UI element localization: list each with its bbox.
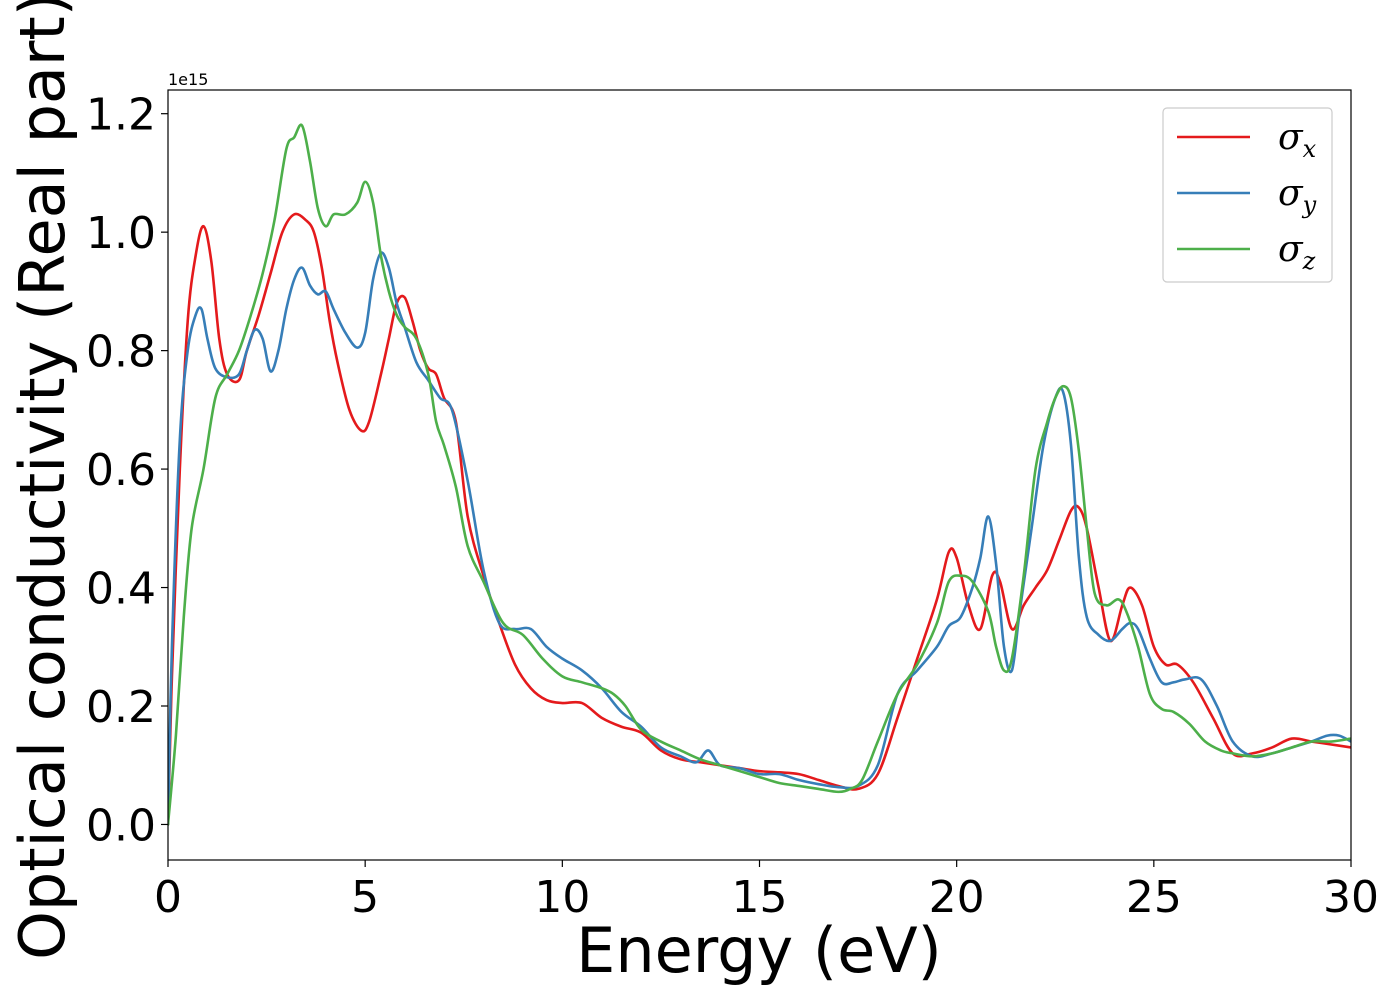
legend-box <box>1162 107 1333 283</box>
y-offset-text: 1e15 <box>168 70 208 89</box>
x-tick-label: 5 <box>351 872 379 923</box>
y-tick-label: 1.0 <box>86 208 156 259</box>
x-tick-label: 15 <box>732 872 788 923</box>
x-tick-label: 30 <box>1323 872 1379 923</box>
series-line-z <box>168 123 1351 826</box>
x-tick-label: 0 <box>154 872 182 923</box>
y-ticks: 0.0 0.2 0.4 0.6 0.8 1.0 1.2 <box>86 90 168 851</box>
x-tick-label: 20 <box>929 872 985 923</box>
y-axis-label: Optical conductivity (Real part) <box>6 0 79 960</box>
series-line-y <box>168 251 1351 826</box>
x-ticks: 0 5 10 15 20 25 30 <box>154 860 1379 923</box>
x-axis-label: Energy (eV) <box>576 914 942 987</box>
x-tick-label: 25 <box>1126 872 1182 923</box>
x-tick-label: 10 <box>534 872 590 923</box>
series-layer <box>168 123 1351 826</box>
y-tick-label: 1.2 <box>86 90 156 141</box>
y-tick-label: 0.2 <box>86 682 156 733</box>
y-tick-label: 0.6 <box>86 445 156 496</box>
y-tick-label: 0.0 <box>86 800 156 851</box>
y-tick-label: 0.8 <box>86 327 156 378</box>
series-line-x <box>168 212 1351 826</box>
plot-area: 0 5 10 15 20 25 30 0.0 0.2 0.4 0.6 0.8 1.0 1.2 <box>86 89 1379 923</box>
y-tick-label: 0.4 <box>86 564 156 615</box>
